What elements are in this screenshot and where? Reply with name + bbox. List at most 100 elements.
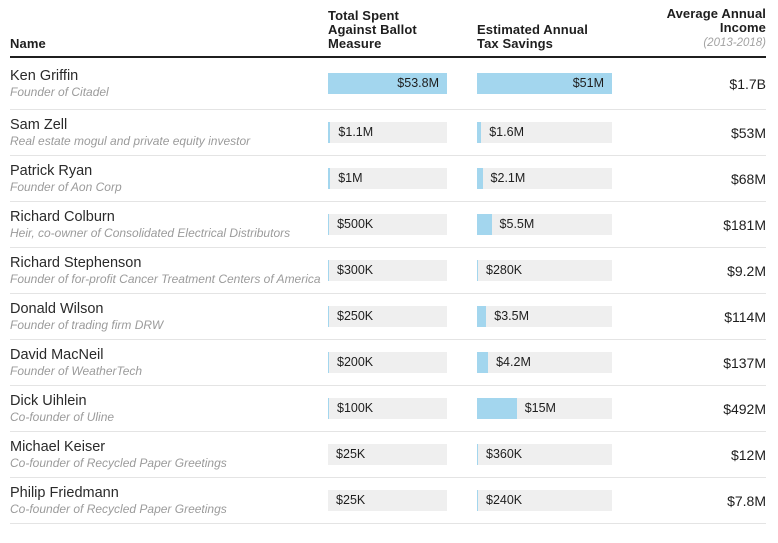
table-row: Patrick Ryan Founder of Aon Corp $1M $2.1M $… (10, 156, 766, 202)
spent-bar (328, 73, 447, 94)
table-row: Philip Friedmann Co-founder of Recycled P… (10, 478, 766, 524)
spent-bar-track: $25K (328, 490, 447, 511)
spent-bar-cell: $100K (328, 398, 477, 419)
tax-bar-cell: $5.5M (477, 214, 632, 235)
table-row: Dick Uihlein Co-founder of Uline $100K $15M… (10, 386, 766, 432)
tax-bar-cell: $280K (477, 260, 632, 281)
spent-bar (328, 398, 329, 419)
spent-value-label: $250K (337, 309, 374, 323)
tax-bar-track: $360K (477, 444, 612, 465)
table-row: David MacNeil Founder of WeatherTech $200K… (10, 340, 766, 386)
spent-value-label: $300K (337, 263, 374, 277)
income-value: $137M (723, 354, 766, 371)
spent-value-label: $1M (338, 171, 363, 185)
spent-bar-cell: $1.1M (328, 122, 477, 143)
tax-bar-cell: $240K (477, 490, 632, 511)
table-row: Richard Stephenson Founder of for-profit … (10, 248, 766, 294)
spent-bar-track: $300K (328, 260, 447, 281)
tax-bar-cell: $3.5M (477, 306, 632, 327)
name-cell: Patrick Ryan Founder of Aon Corp (10, 162, 328, 195)
table-row: Richard Colburn Heir, co-owner of Consoli… (10, 202, 766, 248)
tax-bar (477, 122, 482, 143)
tax-bar (477, 73, 612, 94)
spent-bar (328, 260, 329, 281)
tax-bar (477, 306, 487, 327)
tax-bar-cell: $4.2M (477, 352, 632, 373)
spent-bar-track: $100K (328, 398, 447, 419)
spent-bar (328, 214, 330, 235)
name-cell: Dick Uihlein Co-founder of Uline (10, 392, 328, 425)
tax-bar-cell: $360K (477, 444, 632, 465)
spent-value-label: $200K (337, 355, 374, 369)
spent-bar-cell: $53.8M (328, 73, 477, 94)
spent-value-label: $100K (337, 401, 374, 415)
person-description: Real estate mogul and private equity inv… (10, 134, 251, 148)
tax-bar-cell: $15M (477, 398, 632, 419)
person-name: Patrick Ryan (10, 163, 93, 179)
column-header-income-group: Average Annual Income (2013-2018) (632, 7, 766, 51)
person-description: Co-founder of Recycled Paper Greetings (10, 456, 227, 470)
spent-bar-track: $53.8M (328, 73, 447, 94)
tax-bar-cell: $1.6M (477, 122, 632, 143)
person-description: Founder of trading firm DRW (10, 318, 164, 332)
person-name: Richard Stephenson (10, 255, 142, 271)
spent-bar-track: $25K (328, 444, 447, 465)
name-cell: Michael Keiser Co-founder of Recycled Pap… (10, 438, 328, 471)
tax-bar (477, 490, 478, 511)
spent-bar-cell: $200K (328, 352, 477, 373)
spent-bar-cell: $500K (328, 214, 477, 235)
person-name: Ken Griffin (10, 68, 79, 84)
spent-bar-cell: $25K (328, 490, 477, 511)
table-row: Sam Zell Real estate mogul and private eq… (10, 110, 766, 156)
table-header-row: Name Total Spent Against Ballot Measure … (10, 0, 766, 58)
tax-bar-track: $15M (477, 398, 612, 419)
person-description: Founder of Aon Corp (10, 180, 122, 194)
tax-bar-track: $240K (477, 490, 612, 511)
name-cell: Donald Wilson Founder of trading firm DRW (10, 300, 328, 333)
income-value: $181M (723, 216, 766, 233)
table-row: Michael Keiser Co-founder of Recycled Pap… (10, 432, 766, 478)
person-name: Michael Keiser (10, 439, 106, 455)
spent-value-label: $25K (336, 493, 366, 507)
spent-value-label: $1.1M (338, 125, 374, 139)
column-header-income-years: (2013-2018) (703, 37, 766, 49)
name-cell: Sam Zell Real estate mogul and private eq… (10, 116, 328, 149)
tax-bar-track: $4.2M (477, 352, 612, 373)
tax-bar-track: $51M (477, 73, 612, 94)
tax-value-label: $51M (572, 76, 604, 90)
person-description: Co-founder of Uline (10, 410, 115, 424)
tax-value-label: $5.5M (499, 217, 535, 231)
income-value: $7.8M (727, 492, 766, 509)
column-header-total-spent: Total Spent Against Ballot Measure (328, 8, 417, 51)
name-cell: Richard Stephenson Founder of for-profit … (10, 254, 328, 287)
table-row: Ken Griffin Founder of Citadel $53.8M $51M $… (10, 58, 766, 110)
person-description: Co-founder of Recycled Paper Greetings (10, 502, 227, 516)
column-header-tax-savings: Estimated Annual Tax Savings (477, 22, 588, 51)
column-header-income: Average Annual Income (666, 6, 766, 35)
income-value: $9.2M (727, 262, 766, 279)
person-description: Heir, co-owner of Consolidated Electrica… (10, 226, 291, 240)
tax-value-label: $2.1M (490, 171, 526, 185)
tax-bar-track: $1.6M (477, 122, 612, 143)
tax-value-label: $240K (486, 493, 523, 507)
income-value: $68M (730, 170, 766, 187)
table-row: Donald Wilson Founder of trading firm DRW… (10, 294, 766, 340)
person-name: Philip Friedmann (10, 485, 119, 501)
name-cell: Richard Colburn Heir, co-owner of Consoli… (10, 208, 328, 241)
income-value: $12M (730, 446, 766, 463)
income-value: $1.7B (729, 75, 766, 92)
tax-value-label: $360K (486, 447, 523, 461)
person-name: Sam Zell (10, 117, 68, 133)
spent-bar (328, 352, 329, 373)
tax-bar-track: $5.5M (477, 214, 612, 235)
tax-bar (477, 260, 478, 281)
spent-bar (328, 306, 329, 327)
tax-value-label: $4.2M (496, 355, 531, 369)
spent-bar-track: $500K (328, 214, 447, 235)
tax-bar-cell: $51M (477, 73, 632, 94)
column-header-name: Name (10, 36, 46, 51)
tax-bar (477, 214, 492, 235)
spent-bar-cell: $1M (328, 168, 477, 189)
tax-bar (477, 352, 489, 373)
person-description: Founder of for-profit Cancer Treatment C… (10, 272, 321, 286)
